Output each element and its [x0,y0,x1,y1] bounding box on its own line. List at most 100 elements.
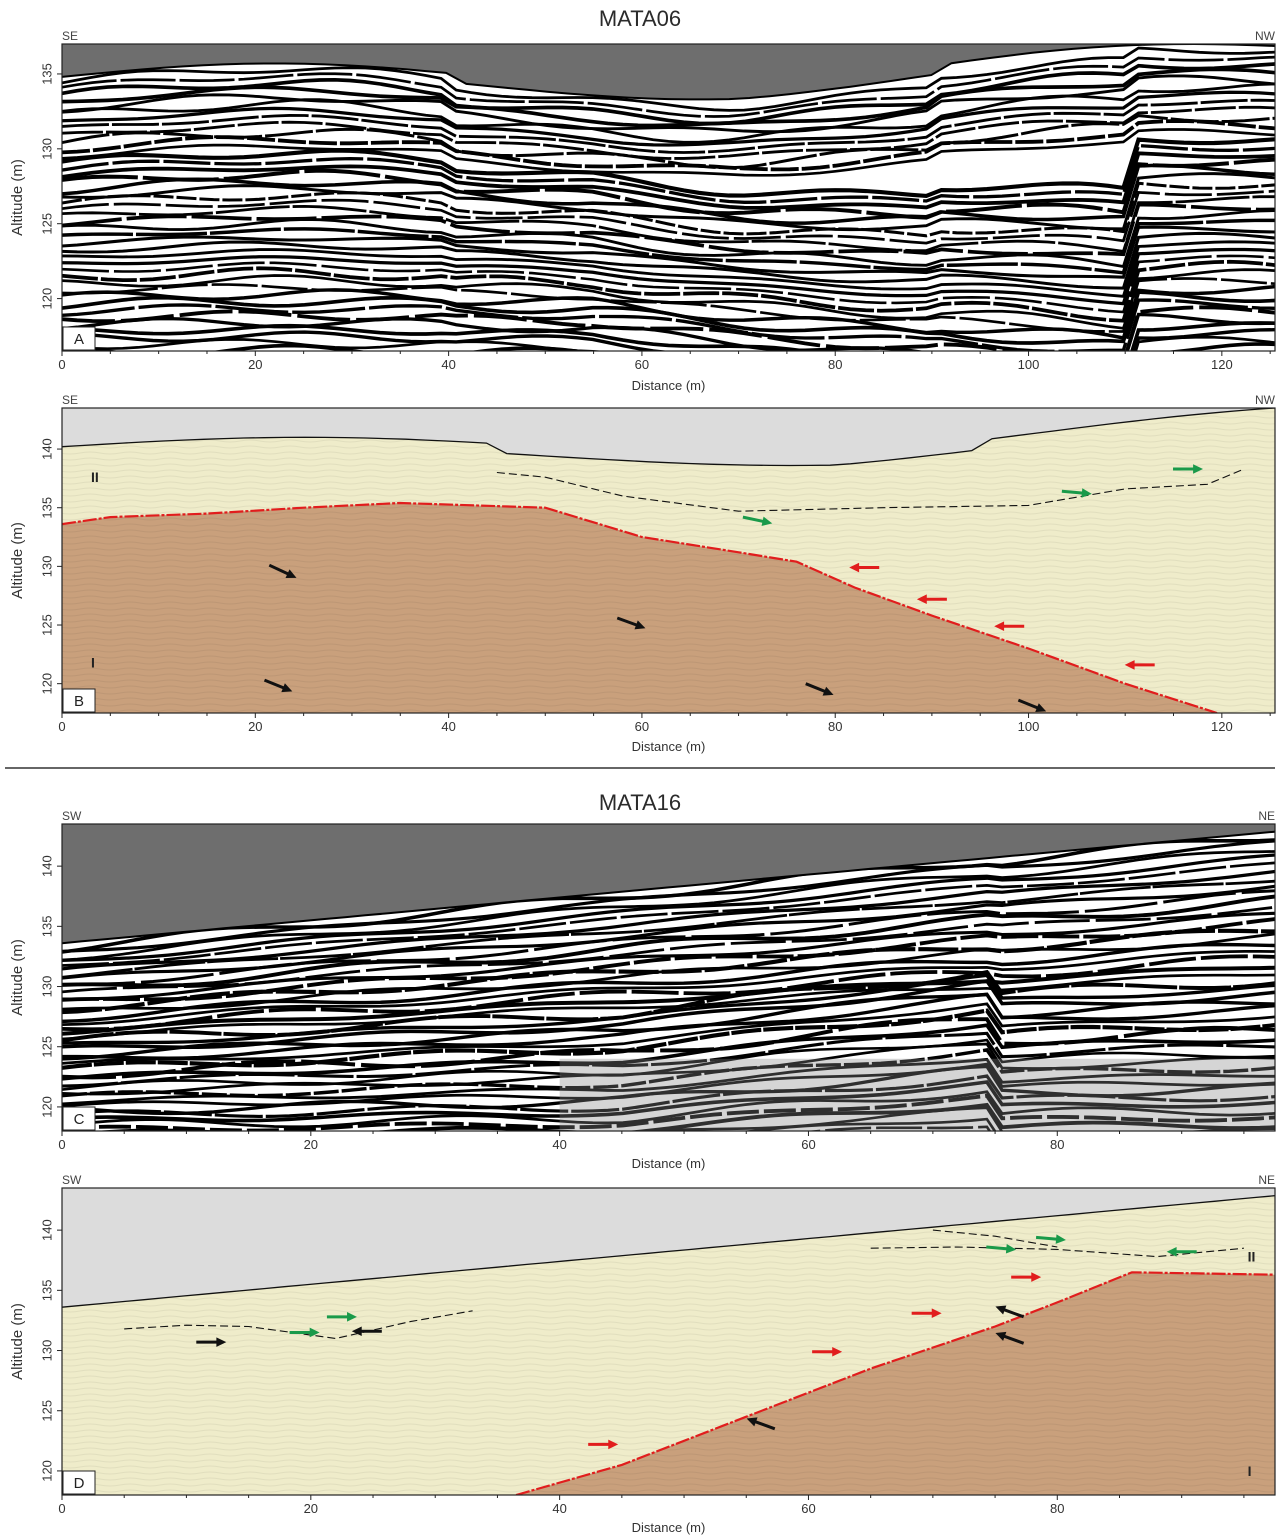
reflection-band [62,259,1275,323]
air-zone [62,1188,1275,1308]
x-tick-label: 80 [828,719,842,734]
panel-letter-box [62,1470,96,1495]
reflection-band [62,119,1275,172]
ground-surface [62,1195,1275,1308]
reflection-band [62,853,1275,963]
unit-label-ii: II [91,469,99,485]
arrow-head [285,569,297,579]
radargram-body [62,824,1275,1131]
x-tick-label: 120 [1211,719,1233,734]
reflection-band [62,128,1275,177]
x-tick-label: 60 [635,719,649,734]
reflection-band [93,1102,1275,1131]
x-tick-label: 100 [1018,719,1040,734]
reflection-band [62,62,1275,126]
arrow-shaft [1035,1235,1060,1241]
arrow-head [916,594,927,604]
reflection-band [62,55,1275,118]
arrow-shaft [1017,698,1041,711]
reflection-band [62,839,1275,953]
y-tick-label: 120 [39,1460,54,1482]
y-axis-label: Altitude (m) [9,1303,26,1380]
x-tick-label: 20 [248,719,262,734]
direction-right: NE [1258,809,1275,823]
arrow-shaft [986,1245,1010,1251]
air-zone [62,44,1275,100]
x-tick-label: 40 [441,357,455,372]
arrow-head [634,620,646,630]
y-tick-label: 130 [39,976,54,998]
reflection-band [62,231,1275,290]
reflection-stripes [62,46,1275,351]
black-arrow [616,616,646,630]
plot-frame [61,1187,1276,1496]
direction-left: SW [62,1173,82,1187]
x-tick-label: 80 [1050,1137,1064,1152]
direction-left: SW [62,809,82,823]
direction-left: SE [62,29,78,43]
internal-surface [870,1246,1244,1258]
air-zone [62,408,1275,466]
panel-letter: B [74,693,84,710]
arrow-shaft [616,616,640,628]
reflection-band [62,911,1275,1001]
red-arrow [588,1439,619,1450]
y-tick-label: 120 [39,288,54,310]
unit-boundary [62,501,1218,713]
figure-title-mata16: MATA16 [599,790,681,815]
x-tick-label: 40 [552,1137,566,1152]
reflection-band [62,151,1275,210]
arrow-head [1193,464,1204,474]
radargram-body [62,44,1275,351]
arrow-shaft [1001,1334,1025,1345]
x-tick-label: 60 [635,357,649,372]
reflection-band [62,917,1275,1002]
y-tick-label: 135 [39,63,54,85]
reflection-band [62,90,1275,147]
panel-letter-box [62,1106,96,1131]
arrow-head [1031,1272,1042,1282]
green-arrow [1173,464,1204,474]
reflection-band [62,189,1275,245]
figure-title-mata06: MATA06 [599,6,681,31]
internal-surface [932,1229,1058,1248]
unit-boundary [515,1271,1275,1495]
reflection-band [62,869,1275,971]
red-arrow [911,1308,942,1318]
direction-right: NW [1255,393,1276,407]
reflection-band [62,114,1275,170]
reflection-band [62,1031,1275,1088]
y-tick-label: 125 [39,1036,54,1058]
green-arrow [742,515,773,526]
reflection-band [62,137,1275,198]
green-arrow [326,1312,357,1322]
ground-surface [62,830,1275,945]
black-arrow [268,563,297,579]
reflection-band [62,82,1275,144]
x-tick-label: 0 [58,1137,65,1152]
reflection-band [62,209,1275,269]
reflection-band [62,1074,1275,1118]
arrow-head [1081,488,1092,498]
reflection-band [62,98,1275,154]
reflection-band [62,1090,1275,1129]
arrow-head [994,621,1005,631]
arrow-head [832,1346,843,1357]
x-tick-label: 80 [1050,1501,1064,1516]
x-tick-label: 20 [304,1137,318,1152]
x-tick-label: 0 [58,1501,65,1516]
plot-frame [61,43,1276,352]
reflection-band [62,240,1275,298]
reflection-band [62,965,1275,1036]
arrow-head [1055,1234,1066,1244]
green-arrow [986,1243,1017,1254]
interpretation-body [62,408,1275,713]
black-arrow [805,682,834,696]
panel-letter: C [74,1111,85,1128]
black-arrow [263,678,293,693]
x-tick-label: 20 [304,1501,318,1516]
unit-label-i: I [91,655,95,671]
x-axis-label: Distance (m) [632,378,706,393]
arrow-head [309,1327,320,1338]
